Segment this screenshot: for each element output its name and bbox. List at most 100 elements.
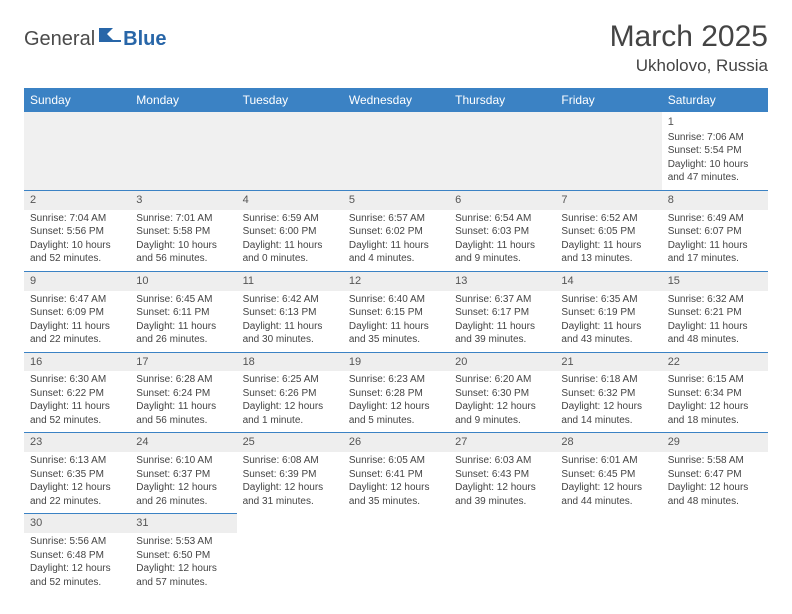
- sunset-text: Sunset: 6:00 PM: [243, 225, 337, 239]
- sunset-text: Sunset: 6:47 PM: [668, 468, 762, 482]
- sunset-text: Sunset: 6:22 PM: [30, 387, 124, 401]
- calendar-cell: 19Sunrise: 6:23 AMSunset: 6:28 PMDayligh…: [343, 352, 449, 433]
- calendar-cell: 30Sunrise: 5:56 AMSunset: 6:48 PMDayligh…: [24, 514, 130, 594]
- day-number: 31: [136, 517, 148, 529]
- calendar-cell: 3Sunrise: 7:01 AMSunset: 5:58 PMDaylight…: [130, 190, 236, 271]
- day-number: 10: [136, 275, 148, 287]
- sunset-text: Sunset: 6:48 PM: [30, 549, 124, 563]
- daylight-text: Daylight: 12 hours and 48 minutes.: [668, 481, 762, 508]
- sunset-text: Sunset: 6:13 PM: [243, 306, 337, 320]
- day-number: 3: [136, 194, 142, 206]
- day-number: 20: [455, 356, 467, 368]
- daylight-text: Daylight: 10 hours and 52 minutes.: [30, 239, 124, 266]
- day-number: 6: [455, 194, 461, 206]
- calendar-body: 1Sunrise: 7:06 AMSunset: 5:54 PM Daylight…: [24, 112, 768, 594]
- sunset-text: Sunset: 6:28 PM: [349, 387, 443, 401]
- sunset-text: Sunset: 5:56 PM: [30, 225, 124, 239]
- sunset-text: Sunset: 6:35 PM: [30, 468, 124, 482]
- calendar-cell: 2Sunrise: 7:04 AMSunset: 5:56 PMDaylight…: [24, 190, 130, 271]
- daylight-text: Daylight: 11 hours and 0 minutes.: [243, 239, 337, 266]
- daylight-text: Daylight: 11 hours and 17 minutes.: [668, 239, 762, 266]
- day-number: 9: [30, 275, 36, 287]
- sunrise-text: Sunrise: 7:01 AM: [136, 212, 230, 226]
- sunrise-text: Sunrise: 6:20 AM: [455, 373, 549, 387]
- daylight-text: Daylight: 12 hours and 14 minutes.: [561, 400, 655, 427]
- day-number: 15: [668, 275, 680, 287]
- sunrise-text: Sunrise: 6:10 AM: [136, 454, 230, 468]
- daylight-text: Daylight: 11 hours and 35 minutes.: [349, 320, 443, 347]
- sunrise-text: Sunrise: 6:01 AM: [561, 454, 655, 468]
- sunrise-text: Sunrise: 6:35 AM: [561, 293, 655, 307]
- calendar-cell: 24Sunrise: 6:10 AMSunset: 6:37 PMDayligh…: [130, 433, 236, 514]
- logo-text-general: General: [24, 28, 95, 51]
- calendar-cell: [24, 112, 130, 190]
- day-number: 30: [30, 517, 42, 529]
- calendar-table: Sunday Monday Tuesday Wednesday Thursday…: [24, 88, 768, 594]
- col-tuesday: Tuesday: [237, 88, 343, 112]
- sunset-text: Sunset: 5:54 PM: [668, 144, 762, 158]
- sunrise-text: Sunrise: 6:03 AM: [455, 454, 549, 468]
- month-title: March 2025: [610, 20, 768, 54]
- calendar-row: 2Sunrise: 7:04 AMSunset: 5:56 PMDaylight…: [24, 190, 768, 271]
- sunset-text: Sunset: 6:41 PM: [349, 468, 443, 482]
- calendar-cell: 31Sunrise: 5:53 AMSunset: 6:50 PMDayligh…: [130, 514, 236, 594]
- calendar-cell: 27Sunrise: 6:03 AMSunset: 6:43 PMDayligh…: [449, 433, 555, 514]
- sunrise-text: Sunrise: 6:59 AM: [243, 212, 337, 226]
- title-block: March 2025 Ukholovo, Russia: [610, 20, 768, 76]
- calendar-cell: [449, 514, 555, 594]
- daylight-text: Daylight: 11 hours and 39 minutes.: [455, 320, 549, 347]
- calendar-cell: 21Sunrise: 6:18 AMSunset: 6:32 PMDayligh…: [555, 352, 661, 433]
- daylight-text: Daylight: 11 hours and 52 minutes.: [30, 400, 124, 427]
- col-sunday: Sunday: [24, 88, 130, 112]
- calendar-cell: [343, 112, 449, 190]
- sunrise-text: Sunrise: 6:23 AM: [349, 373, 443, 387]
- sunset-text: Sunset: 6:19 PM: [561, 306, 655, 320]
- logo-text-blue: Blue: [123, 28, 166, 51]
- day-number: 4: [243, 194, 249, 206]
- calendar-cell: 13Sunrise: 6:37 AMSunset: 6:17 PMDayligh…: [449, 271, 555, 352]
- sunrise-text: Sunrise: 6:08 AM: [243, 454, 337, 468]
- daylight-text: Daylight: 12 hours and 39 minutes.: [455, 481, 549, 508]
- day-number: 19: [349, 356, 361, 368]
- calendar-cell: [555, 112, 661, 190]
- sunrise-text: Sunrise: 7:06 AM: [668, 131, 762, 145]
- col-saturday: Saturday: [662, 88, 768, 112]
- calendar-cell: [130, 112, 236, 190]
- daylight-text: Daylight: 11 hours and 4 minutes.: [349, 239, 443, 266]
- calendar-cell: 26Sunrise: 6:05 AMSunset: 6:41 PMDayligh…: [343, 433, 449, 514]
- sunset-text: Sunset: 6:26 PM: [243, 387, 337, 401]
- calendar-cell: 5Sunrise: 6:57 AMSunset: 6:02 PMDaylight…: [343, 190, 449, 271]
- calendar-cell: 17Sunrise: 6:28 AMSunset: 6:24 PMDayligh…: [130, 352, 236, 433]
- sunrise-text: Sunrise: 5:56 AM: [30, 535, 124, 549]
- sunset-text: Sunset: 6:43 PM: [455, 468, 549, 482]
- calendar-cell: 16Sunrise: 6:30 AMSunset: 6:22 PMDayligh…: [24, 352, 130, 433]
- day-number: 22: [668, 356, 680, 368]
- sunset-text: Sunset: 6:05 PM: [561, 225, 655, 239]
- day-number: 14: [561, 275, 573, 287]
- sunrise-text: Sunrise: 6:42 AM: [243, 293, 337, 307]
- day-number: 24: [136, 436, 148, 448]
- calendar-cell: [449, 112, 555, 190]
- sunset-text: Sunset: 6:39 PM: [243, 468, 337, 482]
- day-number: 26: [349, 436, 361, 448]
- calendar-cell: 12Sunrise: 6:40 AMSunset: 6:15 PMDayligh…: [343, 271, 449, 352]
- daylight-text: Daylight: 12 hours and 18 minutes.: [668, 400, 762, 427]
- daylight-text: Daylight: 12 hours and 57 minutes.: [136, 562, 230, 589]
- calendar-row: 1Sunrise: 7:06 AMSunset: 5:54 PMDaylight…: [24, 112, 768, 190]
- calendar-cell: 23Sunrise: 6:13 AMSunset: 6:35 PMDayligh…: [24, 433, 130, 514]
- sunset-text: Sunset: 6:24 PM: [136, 387, 230, 401]
- calendar-cell: [237, 112, 343, 190]
- sunset-text: Sunset: 6:15 PM: [349, 306, 443, 320]
- day-number: 12: [349, 275, 361, 287]
- day-number: 1: [668, 115, 762, 130]
- sunrise-text: Sunrise: 6:32 AM: [668, 293, 762, 307]
- sunrise-text: Sunrise: 6:47 AM: [30, 293, 124, 307]
- calendar-page: General Blue March 2025 Ukholovo, Russia…: [0, 0, 792, 614]
- calendar-cell: 20Sunrise: 6:20 AMSunset: 6:30 PMDayligh…: [449, 352, 555, 433]
- sunset-text: Sunset: 5:58 PM: [136, 225, 230, 239]
- calendar-cell: 8Sunrise: 6:49 AMSunset: 6:07 PMDaylight…: [662, 190, 768, 271]
- day-number: 5: [349, 194, 355, 206]
- daylight-text: Daylight: 11 hours and 43 minutes.: [561, 320, 655, 347]
- calendar-cell: 15Sunrise: 6:32 AMSunset: 6:21 PMDayligh…: [662, 271, 768, 352]
- daylight-text: Daylight: 12 hours and 31 minutes.: [243, 481, 337, 508]
